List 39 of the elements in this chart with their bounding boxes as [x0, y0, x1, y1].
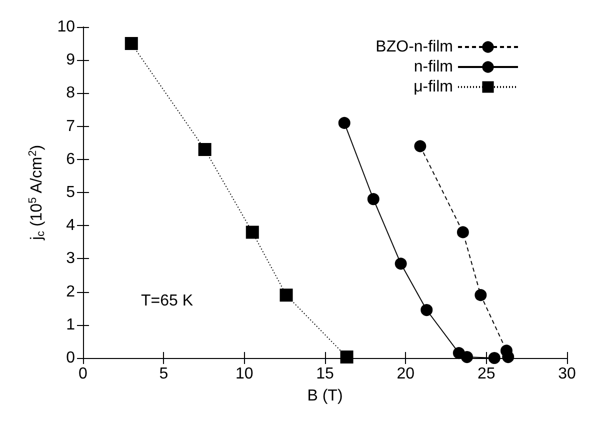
point [456, 226, 469, 238]
point [340, 350, 354, 364]
y-tick-label: 0 [66, 350, 76, 366]
point [280, 288, 293, 302]
point [420, 304, 433, 316]
x-tick-label: 15 [316, 366, 334, 382]
x-tick-label: 20 [396, 366, 415, 382]
point [474, 289, 487, 302]
annotation: T=65 K [141, 292, 194, 310]
x-tick-label: 10 [235, 366, 254, 382]
legend-label: n-film [414, 58, 453, 76]
point [246, 226, 259, 239]
point [460, 351, 473, 364]
x-tick-label: 25 [477, 366, 496, 382]
point [124, 37, 138, 50]
point [502, 351, 514, 364]
point [488, 352, 500, 364]
x-tick-label: 0 [78, 366, 88, 382]
x-tick-label: 30 [558, 366, 576, 382]
y-tick-label: 10 [57, 18, 76, 36]
point [198, 142, 212, 156]
x-tick-label: 5 [159, 366, 168, 382]
y-tick-label: 1 [66, 316, 76, 334]
legend-label: μ-film [414, 78, 453, 96]
y-tick-label: 8 [66, 84, 76, 102]
y-tick-label: 7 [66, 118, 76, 135]
y-tick-label: 2 [66, 283, 76, 300]
legend-label: BZO-n-film [376, 38, 453, 56]
y-tick-label: 5 [66, 184, 76, 201]
y-tick-label: 6 [66, 150, 76, 168]
y-tick-label: 4 [66, 217, 76, 234]
point [414, 140, 426, 152]
point [394, 258, 407, 270]
x-axis-title: B (T) [307, 388, 343, 404]
y-tick-label: 9 [66, 52, 76, 69]
y-axis-title: jc (105 A/cm2) [26, 144, 47, 242]
y-tick-label: 3 [66, 250, 76, 268]
point [367, 193, 380, 206]
point [338, 116, 350, 129]
